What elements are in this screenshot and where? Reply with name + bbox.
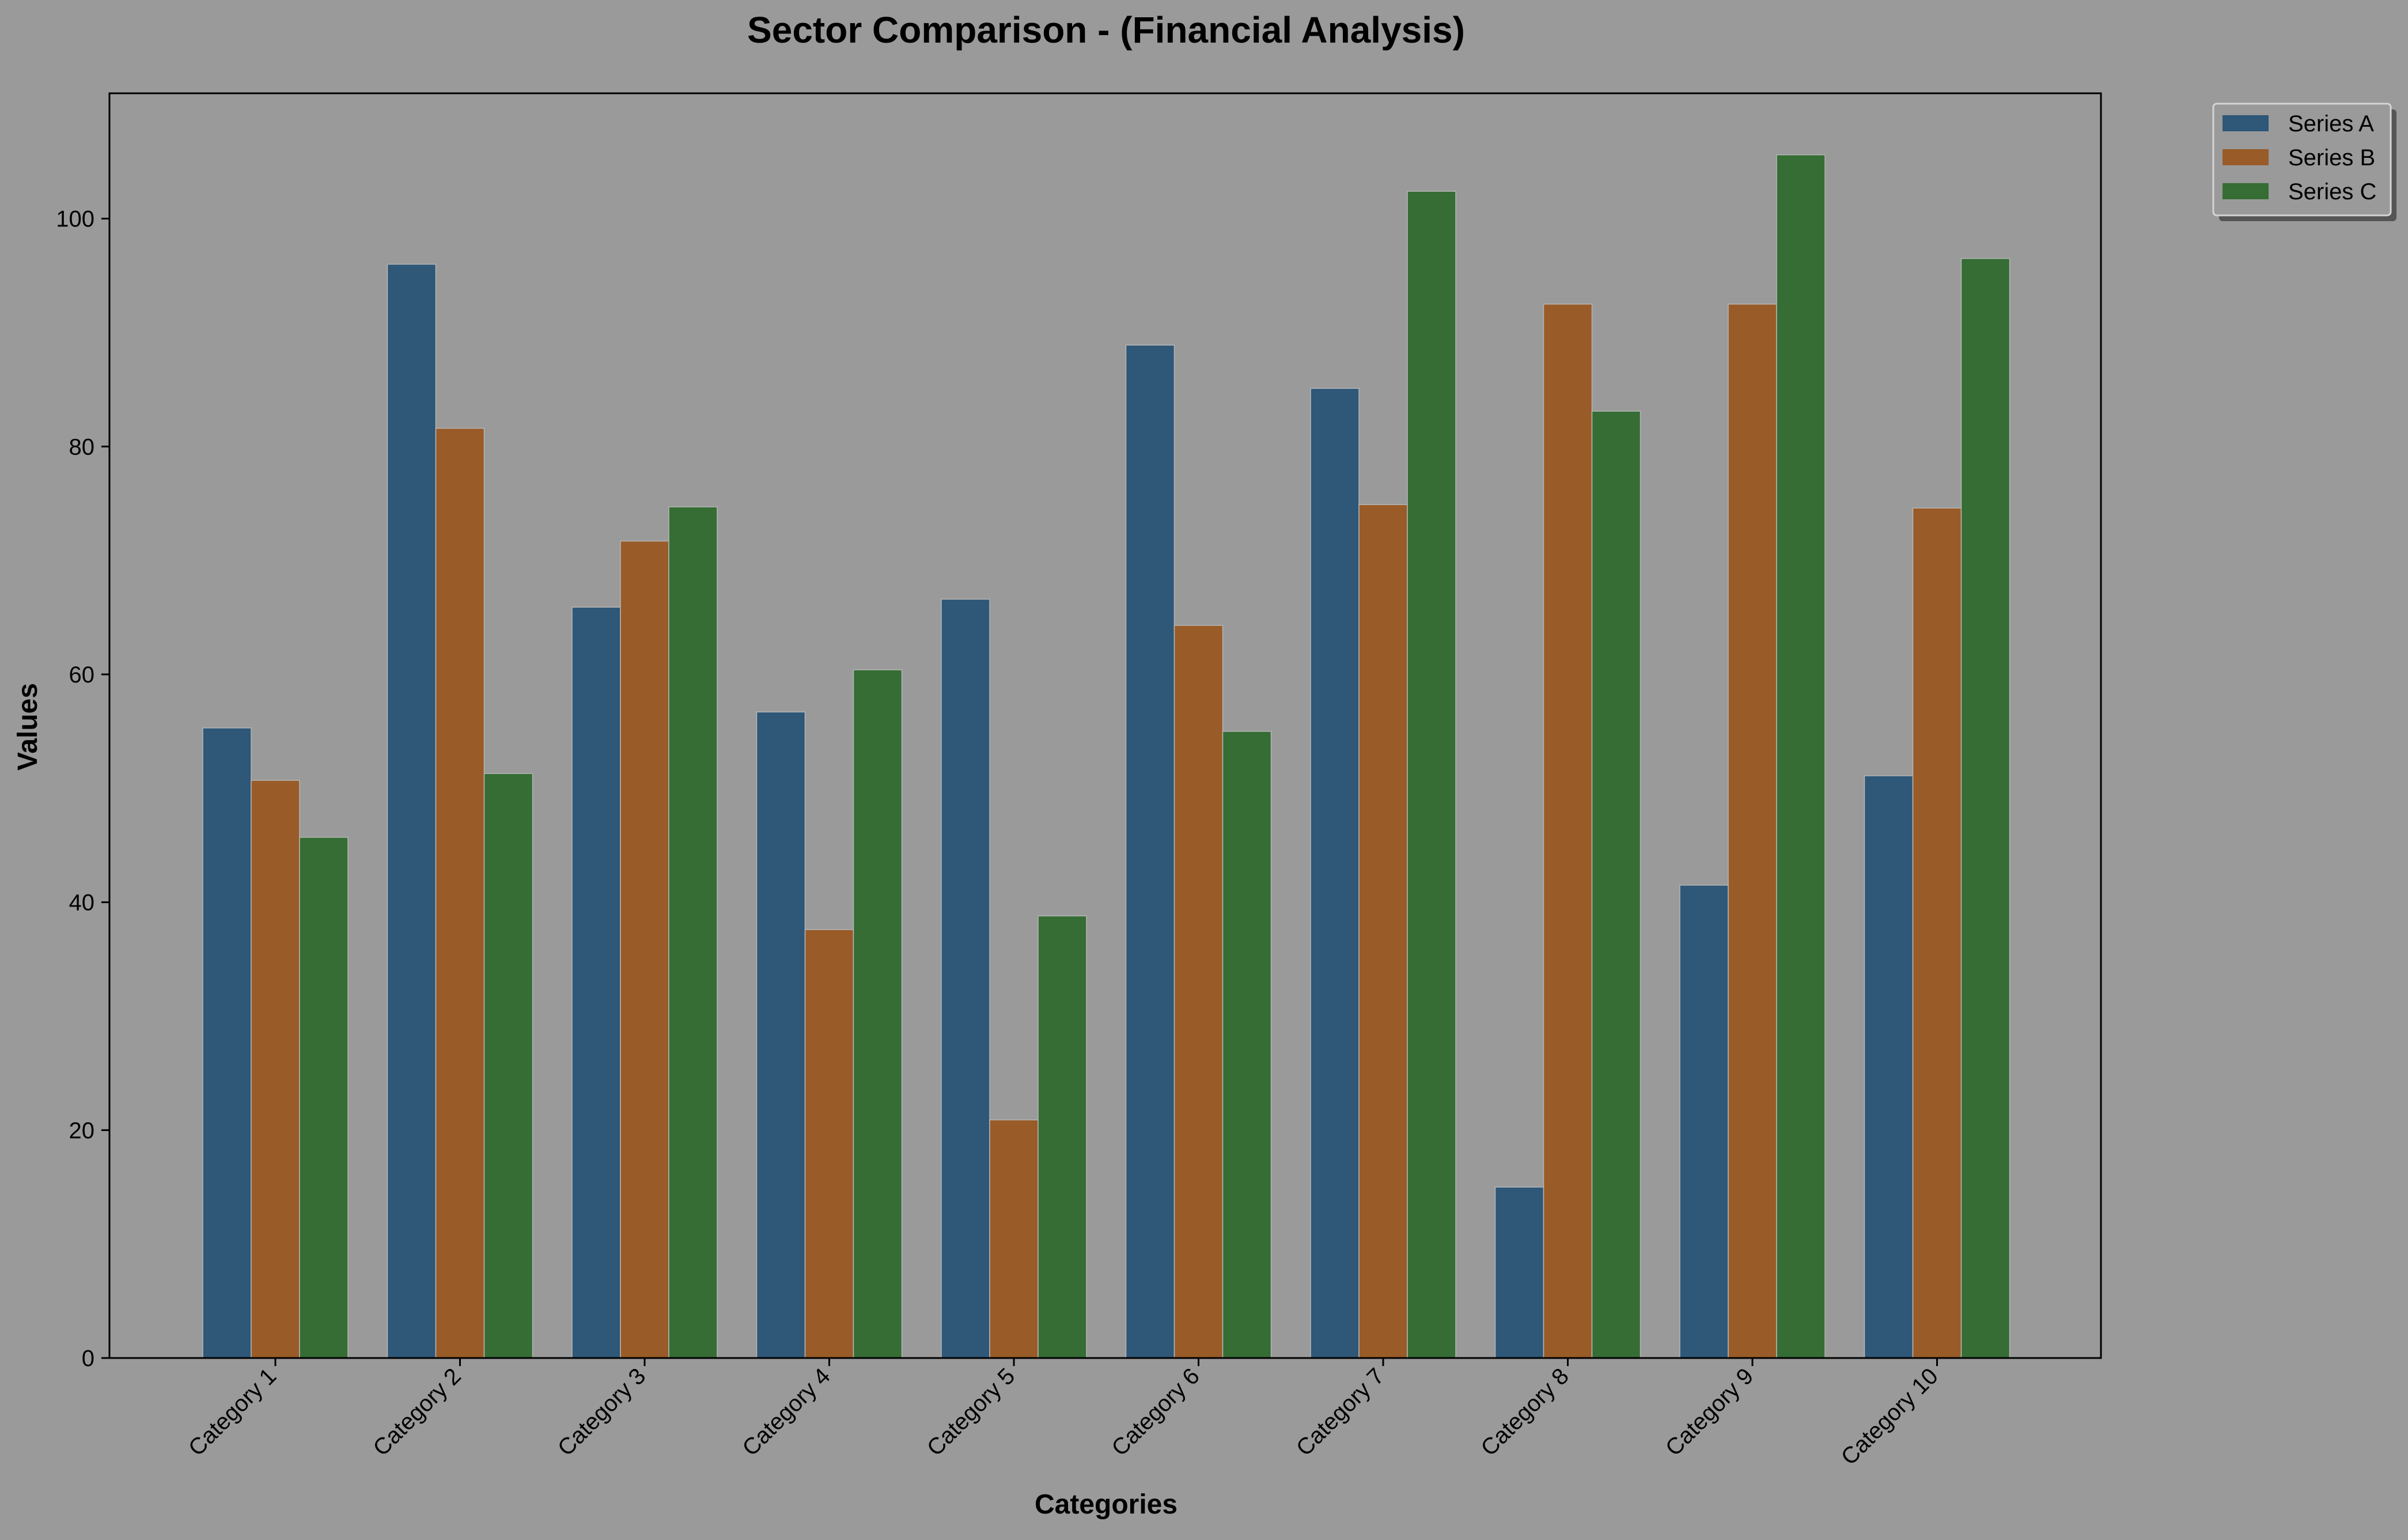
bar-series-b-category-6 [1173,625,1224,1359]
bar-series-c-category-7 [1407,191,1456,1359]
bar-series-a-category-3 [571,606,621,1359]
bar-series-c-category-6 [1222,731,1272,1359]
bar-series-a-category-8 [1494,1186,1544,1359]
bar-series-c-category-8 [1591,411,1641,1359]
bar-series-b-category-3 [620,540,669,1359]
y-tick-label: 80 [69,434,95,460]
x-axis-label: Categories [1035,1489,1178,1520]
chart-title: Sector Comparison - (Financial Analysis) [747,9,1465,51]
bar-series-b-category-9 [1728,304,1777,1359]
bar-series-a-category-10 [1864,775,1914,1359]
y-tick-label: 0 [82,1346,94,1371]
bar-series-a-category-7 [1310,388,1360,1359]
bar-series-c-category-10 [1960,258,2011,1359]
legend-label: Series C [2288,179,2376,204]
y-axis-label: Values [13,683,43,771]
bar-series-a-category-1 [202,727,252,1359]
bar-series-a-category-6 [1125,344,1175,1359]
legend-swatch [2223,149,2269,165]
bar-series-b-category-8 [1543,304,1593,1359]
bar-series-c-category-2 [483,773,533,1359]
bar-series-c-category-9 [1776,154,1826,1359]
bar-series-b-category-2 [435,427,485,1359]
bar-series-a-category-4 [756,711,806,1359]
bar-series-a-category-2 [387,264,437,1359]
y-ticks: 0 20 40 60 80 100 [56,207,109,1371]
y-tick-label: 20 [69,1118,95,1143]
y-tick-label: 40 [69,890,95,916]
legend-swatch [2223,115,2269,131]
plot-area-frame [108,92,2102,1359]
bar-series-c-category-5 [1038,915,1087,1359]
bar-series-b-category-1 [251,780,300,1359]
legend-label: Series A [2288,111,2374,136]
bar-series-c-category-4 [853,669,903,1359]
bar-series-a-category-5 [941,598,990,1359]
bar-series-b-category-7 [1358,504,1408,1359]
legend: Series A Series B Series C [2212,103,2396,221]
bar-series-a-category-9 [1679,885,1729,1359]
bar-series-b-category-5 [989,1119,1039,1359]
bar-series-b-category-10 [1912,507,1962,1359]
bar-series-b-category-4 [804,929,854,1359]
y-tick-label: 60 [69,662,95,688]
legend-swatch [2223,183,2269,199]
bars-layer [202,154,2011,1359]
legend-label: Series B [2288,145,2375,170]
bar-series-c-category-1 [299,837,349,1359]
y-tick-label: 100 [56,207,94,232]
bar-series-c-category-3 [668,506,718,1359]
